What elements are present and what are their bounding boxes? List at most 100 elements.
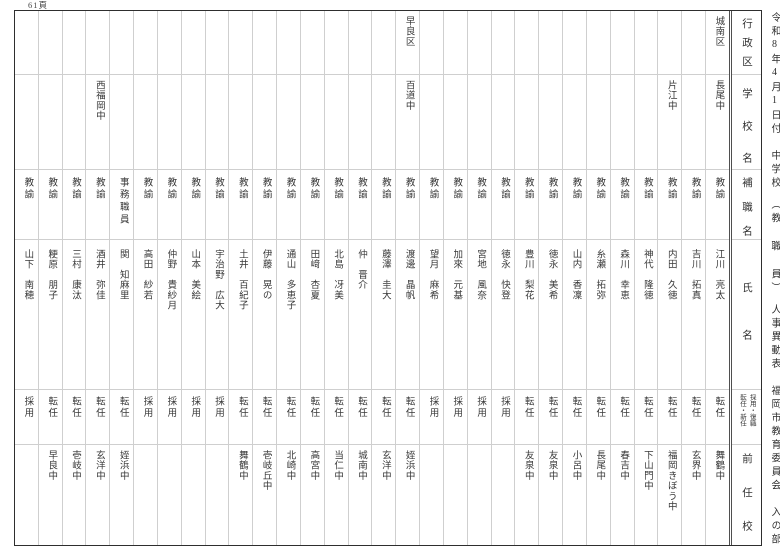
previous-school-value: 長尾中 [594, 450, 605, 481]
position-value: 教諭 [689, 177, 700, 202]
name-value: 通山 多恵子 [284, 249, 295, 311]
previous-school-cell: 高宮中 [300, 444, 324, 545]
previous-school-value: 春吉中 [618, 450, 629, 481]
person-column: 教諭 望月 麻希 採用 [419, 11, 443, 545]
position-cell: 教諭 [420, 169, 443, 239]
previous-school-value: 舞鶴中 [713, 450, 724, 481]
appointment-type-cell: 転任 [634, 389, 658, 444]
appointment-type-value: 転任 [260, 396, 271, 420]
school-cell [157, 74, 181, 169]
name-cell: 山本 美絵 [181, 239, 205, 389]
school-cell [15, 74, 38, 169]
district-cell [563, 11, 586, 74]
person-column: 教諭 山本 美絵 採用 [180, 11, 205, 545]
appointment-type-cell: 転任 [586, 389, 610, 444]
appointment-type-cell: 採用 [443, 389, 467, 444]
previous-school-value: 早良中 [46, 450, 57, 481]
district-cell [206, 11, 229, 74]
district-value: 城南区 [713, 16, 724, 47]
school-cell [181, 74, 205, 169]
school-cell: 長尾中 [706, 74, 729, 169]
position-value: 教諭 [665, 177, 676, 202]
previous-school-cell [181, 444, 205, 545]
position-cell: 教諭 [205, 169, 229, 239]
school-cell [324, 74, 348, 169]
position-value: 教諭 [641, 177, 652, 202]
person-column: 教諭 藤澤 圭大 転任 玄洋中 [371, 11, 396, 545]
person-column: 教諭 北島 冴美 転任 当仁中 [323, 11, 348, 545]
name-value: 内田 久徳 [665, 249, 676, 301]
appointment-type-cell: 採用 [157, 389, 181, 444]
position-cell: 教諭 [443, 169, 467, 239]
district-cell [682, 11, 705, 74]
position-value: 教諭 [260, 177, 271, 202]
school-cell [586, 74, 610, 169]
previous-school-cell: 城南中 [348, 444, 372, 545]
district-cell [110, 11, 133, 74]
name-cell: 加來 元基 [443, 239, 467, 389]
personnel-transfer-table: 教諭 山下 南穂 採用 教諭 粳原 朋子 転任 早良中 教諭 三村 康汰 転任 … [14, 10, 762, 546]
appointment-type-cell: 転任 [62, 389, 86, 444]
appointment-type-value: 採用 [22, 396, 33, 420]
school-cell [491, 74, 515, 169]
appointment-type-cell: 採用 [181, 389, 205, 444]
school-cell [372, 74, 396, 169]
appointment-type-value: 転任 [570, 396, 581, 420]
position-cell: 教諭 [348, 169, 372, 239]
position-value: 教諭 [70, 177, 81, 202]
school-cell [134, 74, 157, 169]
person-column: 教諭 山下 南穂 採用 [15, 11, 38, 545]
position-value: 教諭 [618, 177, 629, 202]
position-cell: 教諭 [539, 169, 563, 239]
header-position: 補職名 [732, 169, 761, 239]
appointment-type-cell: 転任 [110, 389, 134, 444]
district-cell: 早良区 [396, 11, 419, 74]
appointment-type-value: 採用 [213, 396, 224, 420]
position-cell: 教諭 [277, 169, 300, 239]
district-cell [158, 11, 181, 74]
district-cell [515, 11, 538, 74]
name-cell: 宮地 風奈 [467, 239, 491, 389]
person-column: 教諭 森川 幸恵 転任 春吉中 [609, 11, 634, 545]
position-cell: 教諭 [15, 169, 38, 239]
appointment-type-cell: 転任 [396, 389, 420, 444]
appointment-type-value: 転任 [355, 396, 366, 420]
district-cell [15, 11, 38, 74]
person-column: 教諭 高田 紗若 採用 [133, 11, 157, 545]
previous-school-cell: 友泉中 [539, 444, 563, 545]
position-value: 教諭 [713, 177, 724, 202]
position-value: 教諭 [570, 177, 581, 202]
school-cell [38, 74, 62, 169]
name-cell: 酒井 弥佳 [86, 239, 110, 389]
previous-school-cell: 壱岐丘中 [253, 444, 277, 545]
appointment-type-cell: 採用 [15, 389, 38, 444]
position-cell: 教諭 [467, 169, 491, 239]
previous-school-cell: 友泉中 [515, 444, 539, 545]
previous-school-value: 壱岐丘中 [260, 450, 271, 492]
appointment-type-value: 転任 [618, 396, 629, 420]
position-cell: 教諭 [38, 169, 62, 239]
position-cell: 教諭 [563, 169, 586, 239]
name-cell: 内田 久徳 [658, 239, 682, 389]
name-value: 山内 香凜 [570, 249, 581, 301]
school-cell [515, 74, 539, 169]
previous-school-cell: 舞鶴中 [229, 444, 253, 545]
school-value: 長尾中 [713, 80, 724, 111]
name-cell: 江川 亮太 [706, 239, 729, 389]
appointment-type-cell: 採用 [467, 389, 491, 444]
header-previous-school: 前任校 [732, 444, 761, 545]
person-column: 教諭 三村 康汰 転任 壱岐中 [61, 11, 86, 545]
appointment-type-value: 転任 [284, 396, 295, 420]
previous-school-value: 北崎中 [284, 450, 295, 481]
position-cell: 教諭 [658, 169, 682, 239]
appointment-type-cell: 転任 [706, 389, 729, 444]
person-column: 教諭 神代 隆徳 転任 下山門中 [633, 11, 658, 545]
district-cell [182, 11, 205, 74]
name-value: 徳永 快登 [498, 249, 509, 301]
name-cell: 徳永 美希 [539, 239, 563, 389]
previous-school-cell: 壱岐中 [62, 444, 86, 545]
previous-school-cell [15, 444, 38, 545]
name-value: 徳永 美希 [546, 249, 557, 301]
position-value: 教諭 [22, 177, 33, 202]
appointment-type-cell: 転任 [610, 389, 634, 444]
